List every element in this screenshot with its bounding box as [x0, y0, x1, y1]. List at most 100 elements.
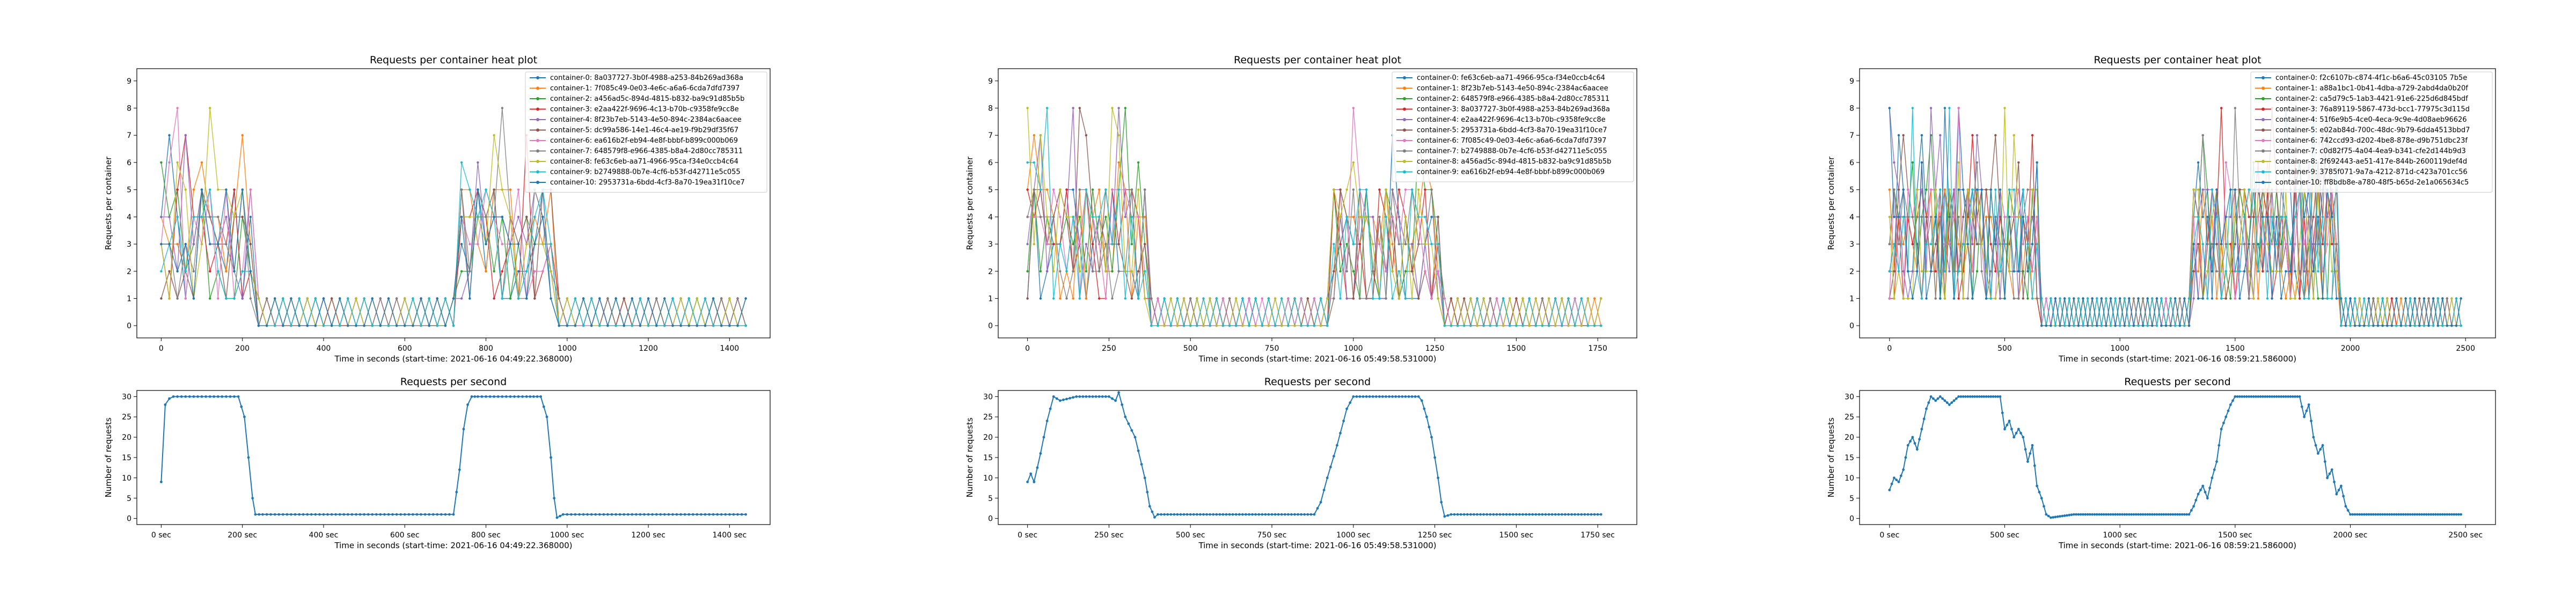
data-point	[282, 297, 284, 300]
data-point	[379, 324, 382, 327]
data-point	[2012, 436, 2016, 439]
data-point	[2257, 297, 2259, 300]
legend-marker	[536, 97, 539, 100]
data-point	[1365, 216, 1368, 218]
y-tick-label: 6	[127, 159, 131, 167]
data-point	[1959, 395, 1963, 398]
data-point	[2285, 297, 2287, 300]
data-point	[2038, 491, 2041, 493]
data-point	[1948, 242, 1951, 246]
data-point	[176, 297, 179, 300]
data-point	[460, 242, 463, 246]
data-point	[2187, 297, 2191, 300]
x-tick-label: 400 sec	[309, 531, 339, 540]
data-point	[2066, 514, 2068, 517]
data-point	[2243, 242, 2246, 246]
data-point	[1339, 242, 1342, 246]
data-point	[1927, 401, 1930, 404]
data-point	[1482, 513, 1485, 516]
data-point	[2141, 324, 2145, 327]
data-point	[2423, 324, 2426, 327]
data-point	[2427, 297, 2430, 300]
data-point	[1950, 401, 1953, 404]
data-point	[2206, 188, 2209, 191]
data-point	[363, 324, 365, 327]
data-point	[2077, 513, 2080, 516]
data-point	[249, 270, 252, 272]
data-point	[1975, 216, 1979, 218]
data-point	[1372, 297, 1374, 300]
data-point	[2091, 513, 2094, 516]
data-point	[2312, 216, 2315, 218]
data-point	[1893, 242, 1896, 246]
data-point	[1372, 216, 1374, 218]
data-point	[1127, 422, 1130, 425]
data-point	[444, 324, 447, 327]
data-point	[1248, 297, 1250, 300]
data-point	[1358, 395, 1362, 398]
data-point	[1245, 513, 1247, 516]
data-point	[1306, 513, 1309, 516]
data-point	[2197, 492, 2200, 496]
y-axis-label: Requests per container	[1826, 156, 1836, 250]
data-point	[2360, 513, 2363, 516]
data-point	[2337, 489, 2340, 491]
data-point	[2285, 242, 2287, 246]
data-point	[1085, 395, 1088, 398]
data-point	[2439, 513, 2442, 516]
data-point	[2086, 513, 2089, 516]
x-tick-label: 1400	[720, 344, 740, 353]
data-point	[1342, 419, 1345, 423]
data-point	[1952, 188, 1956, 191]
data-point	[2257, 242, 2259, 246]
data-point	[2321, 444, 2324, 447]
data-point	[2091, 324, 2094, 327]
y-tick-label: 0	[988, 515, 993, 523]
data-point	[1567, 297, 1570, 300]
data-point	[2402, 513, 2405, 516]
data-point	[2259, 395, 2262, 398]
data-point	[2280, 270, 2282, 272]
data-point	[1300, 297, 1302, 300]
data-point	[2050, 516, 2052, 519]
data-point	[2169, 513, 2172, 516]
data-point	[2432, 513, 2435, 516]
x-tick-label: 250	[1102, 344, 1116, 353]
data-point	[1124, 216, 1126, 218]
data-point	[2386, 297, 2389, 300]
data-point	[1319, 297, 1322, 300]
data-point	[2211, 242, 2214, 246]
data-point	[501, 216, 503, 218]
y-tick-label: 3	[127, 240, 131, 249]
data-point	[1166, 513, 1169, 516]
data-point	[2178, 513, 2182, 516]
data-point	[1114, 399, 1117, 402]
data-point	[371, 513, 374, 516]
data-point	[2367, 297, 2370, 300]
data-point	[2321, 242, 2324, 246]
data-point	[1980, 242, 1983, 246]
y-tick-label: 2	[127, 268, 131, 276]
data-point	[2003, 427, 2006, 431]
data-point	[2344, 324, 2347, 327]
data-point	[1182, 324, 1185, 327]
data-point	[2335, 492, 2338, 496]
x-tick-label: 500	[1997, 344, 2012, 353]
data-point	[1157, 297, 1159, 300]
data-point	[168, 161, 171, 164]
data-point	[1957, 216, 1960, 218]
data-point	[517, 188, 520, 191]
data-point	[1339, 297, 1342, 300]
data-point	[184, 395, 187, 398]
data-point	[1033, 242, 1036, 246]
x-tick-label: 1250	[1425, 344, 1445, 353]
data-point	[1424, 242, 1426, 246]
data-point	[2289, 242, 2292, 246]
data-point	[1580, 297, 1583, 300]
data-point	[2123, 297, 2126, 300]
data-point	[225, 242, 228, 246]
data-point	[712, 513, 715, 516]
data-point	[1293, 513, 1296, 516]
data-point	[1964, 395, 1967, 398]
data-point	[192, 242, 195, 246]
